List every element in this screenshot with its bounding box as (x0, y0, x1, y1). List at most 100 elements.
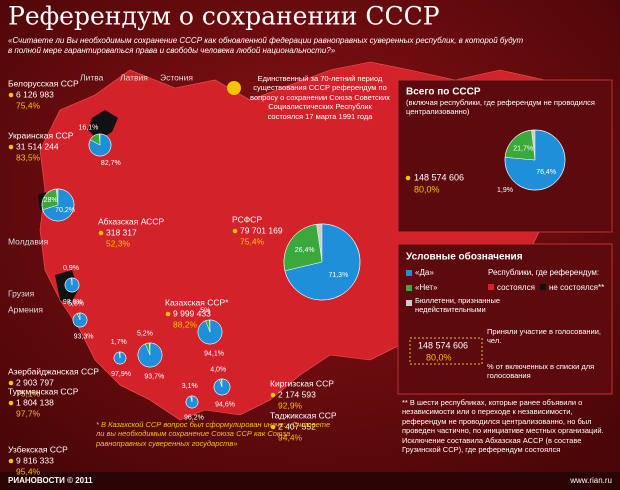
republic-voters: 2 407 552 (278, 421, 316, 431)
legend-republics: Республики, где референдум: (488, 268, 599, 277)
republic-turnout: 97,7% (16, 408, 41, 418)
republic-voters: 9 816 333 (16, 455, 54, 465)
legend-swatch (406, 300, 412, 306)
hammer-sickle-icon (227, 81, 241, 95)
footer-brand: РИАНОВОСТИ © 2011 (8, 476, 93, 485)
intro: Единственный за 70-летний период существ… (250, 74, 390, 121)
legend-participated: Приняли участие в голосовании, чел. (487, 327, 602, 346)
total-turnout: 80,0% (414, 184, 440, 194)
pie-no (71, 277, 73, 286)
pie-label: 82,7% (101, 160, 121, 167)
total-subtitle-box: (включая республики, где референдум не п… (406, 98, 595, 117)
voter-icon (270, 392, 276, 398)
legend-swatch (540, 284, 546, 290)
baltics (88, 110, 118, 140)
pie-no (190, 395, 193, 403)
pie-label: 26,4% (295, 247, 315, 254)
pie-no (76, 312, 81, 321)
voter-icon (8, 144, 14, 150)
republic-voters: 2 174 593 (278, 389, 316, 399)
legend-invalid-box: Бюллетени, признанные недействительными (415, 296, 500, 314)
pie-label: 70,2% (55, 207, 75, 214)
pie-label: 3,1% (182, 383, 198, 390)
pie-label: 71,3% (328, 272, 348, 279)
pie-label: 0,9% (63, 265, 79, 272)
republic-not-held: Латвия (120, 72, 148, 82)
pie-label: 94,1% (204, 350, 224, 357)
pie-yes (42, 188, 75, 222)
republic-name: Узбекская ССР (8, 444, 68, 454)
republic-name: Туркменская ССР (8, 386, 79, 396)
question-box: «Считаете ли Вы необходимым сохранение С… (8, 36, 524, 55)
voter-icon (8, 92, 14, 98)
pie-no (283, 224, 323, 272)
legend-example-voters: 148 574 606 (418, 340, 468, 350)
footer-bar (0, 472, 620, 490)
republic-turnout: 75,1% (16, 388, 41, 398)
pie-label: 98,6% (63, 299, 83, 306)
republic-name: Азербайджанская ССР (8, 366, 99, 376)
total-title: Всего по СССР (406, 87, 481, 98)
republic-voters: 9 999 433 (173, 308, 211, 318)
pie-label: 93,3% (74, 333, 94, 340)
pie-no (89, 133, 101, 146)
republic-turnout: 88,2% (173, 319, 198, 329)
voter-icon (232, 228, 238, 234)
voter-icon (98, 230, 104, 236)
legend-swatch (406, 285, 412, 291)
intro-box: Единственный за 70-летний период существ… (250, 74, 390, 121)
pie-no (41, 188, 59, 211)
pie-no (219, 378, 223, 388)
voter-icon (165, 311, 171, 317)
republic-turnout: 92,9% (278, 400, 303, 410)
republic-turnout: 75,4% (16, 100, 41, 110)
total-subtitle: (включая республики, где референдум не п… (406, 98, 595, 117)
republic-not-held: Армения (8, 304, 43, 314)
republic-name: Украинская ССР (8, 130, 74, 140)
republic-name: Белорусская ССР (8, 78, 79, 88)
pie-label: 97,9% (111, 371, 131, 378)
republic-not-held: Молдавия (8, 236, 49, 246)
voter-icon (270, 424, 276, 430)
legend-not-held: не состоялся** (549, 283, 604, 292)
pie-label: 5,8% (68, 300, 84, 307)
republic-name: Абхазская АССР (98, 216, 164, 226)
legend-held: состоялся (497, 283, 535, 292)
legend-participated-box: Приняли участие в голосовании, чел. (487, 327, 602, 346)
pie-label: 5% (200, 307, 210, 314)
republic-voters: 31 514 244 (16, 141, 59, 151)
footer-site: www.rian.ru (569, 476, 612, 485)
legend-turnout-note-box: % от включенных в списки для голосования (487, 362, 595, 381)
question: «Считаете ли Вы необходимым сохранение С… (8, 36, 524, 55)
pie-label: 16,1% (79, 124, 99, 131)
pie-yes (88, 133, 112, 157)
footnote-single-box: * В Казахской ССР вопрос был сформулиров… (96, 420, 330, 448)
legend-title: Условные обозначения (406, 251, 523, 263)
republic-turnout: 52,3% (106, 238, 131, 248)
pie-label: 93,7% (144, 373, 164, 380)
legend-swatch (406, 270, 412, 276)
legend-turnout-note: % от включенных в списки для голосования (487, 362, 595, 381)
republic-voters: 2 903 797 (16, 377, 54, 387)
pie-label: 21,7% (513, 145, 533, 152)
republic-voters: 1 804 138 (16, 397, 54, 407)
republic-name: Казахская ССР* (165, 297, 229, 307)
republic-not-held: Грузия (8, 288, 35, 298)
republic-turnout: 94,4% (278, 432, 303, 442)
republic-turnout: 75,4% (240, 236, 265, 246)
voter-icon (8, 458, 14, 464)
pie-no (145, 342, 151, 356)
pie-no (504, 129, 536, 161)
voter-icon (405, 175, 411, 181)
legend-no: «Нет» (415, 283, 438, 292)
pie-label: 76,4% (536, 169, 556, 176)
pie-yes (284, 223, 361, 301)
footnote-double-box: ** В шести республиках, которые ранее об… (402, 398, 604, 454)
republic-turnout: 83,5% (16, 152, 41, 162)
republic-voters: 79 701 169 (240, 225, 283, 235)
pie-label: 5,2% (137, 330, 153, 337)
legend-example-box (409, 337, 483, 365)
republic-turnout: 95,4% (16, 466, 41, 476)
voter-icon (8, 400, 14, 406)
